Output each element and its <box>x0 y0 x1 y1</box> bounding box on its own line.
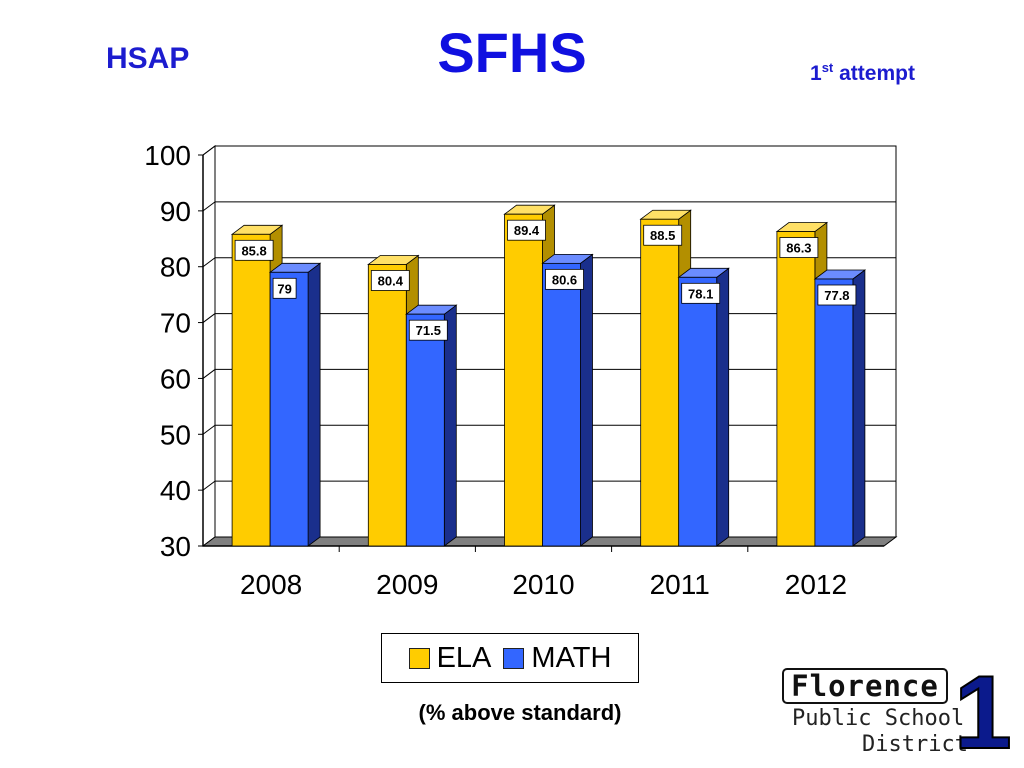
x-tick-label: 2012 <box>785 569 847 600</box>
data-label-box-math <box>408 319 448 341</box>
x-tick-label: 2009 <box>376 569 438 600</box>
y-tick-label: 50 <box>160 419 191 450</box>
bar-ela <box>504 213 543 547</box>
legend-label-ela: ELA <box>436 641 492 674</box>
data-label-math: 78.1 <box>688 286 713 301</box>
data-label-box-ela <box>370 270 410 291</box>
bar-side-math <box>580 253 593 547</box>
bar-ela <box>231 233 271 547</box>
bar-side-math <box>307 262 321 547</box>
data-label-ela: 85.8 <box>241 243 266 258</box>
bar-math <box>678 276 718 547</box>
y-tick-label: 80 <box>160 252 191 283</box>
y-tick-label: 40 <box>160 475 191 506</box>
chart-legend: ELA MATH <box>381 633 639 683</box>
data-label-box-ela <box>643 224 683 246</box>
gridline-diagonal <box>202 145 216 156</box>
bar-ela <box>367 264 407 547</box>
x-tick-label: 2008 <box>240 569 302 600</box>
gridline-diagonal <box>202 201 216 212</box>
units-footnote: (% above standard) <box>418 700 622 725</box>
gridline-diagonal <box>202 424 216 435</box>
subject-label: HSAP <box>106 42 190 75</box>
svg-text:1: 1 <box>954 658 1012 758</box>
data-label-ela: 88.5 <box>650 228 675 243</box>
data-label-math: 80.6 <box>552 272 577 287</box>
bar-ela <box>640 218 680 547</box>
attempt-word: attempt <box>839 62 915 85</box>
data-label-math: 77.8 <box>824 288 849 303</box>
gridline-diagonal <box>202 257 216 268</box>
y-tick-label: 60 <box>160 363 191 394</box>
logo-line-2: District <box>862 732 968 757</box>
bar-side-math <box>716 267 730 547</box>
y-tick-label: 100 <box>144 140 191 171</box>
logo-number-one: 1 <box>953 658 1013 758</box>
gridline-diagonal <box>202 480 216 491</box>
bar-math <box>405 313 445 547</box>
attempt-number: 1 <box>810 62 822 85</box>
legend-label-math: MATH <box>531 641 612 674</box>
data-label-math: 79 <box>277 281 291 296</box>
attempt-suffix: st <box>821 60 834 75</box>
data-label-box-ela <box>234 239 274 261</box>
gridline-diagonal <box>202 369 216 379</box>
district-logo: Florence Public School District 1 <box>782 658 1016 760</box>
page-title: SFHS <box>437 21 587 84</box>
data-label-box-math <box>681 282 721 304</box>
data-label-ela: 89.4 <box>514 223 540 238</box>
bar-side-math <box>443 304 457 547</box>
attempt-label: 1st attempt <box>810 60 915 86</box>
x-tick-label: 2011 <box>650 569 710 600</box>
data-label-box-ela <box>779 237 819 258</box>
data-label-math: 71.5 <box>416 323 441 338</box>
y-tick-label: 30 <box>160 531 191 562</box>
bar-math <box>269 271 309 547</box>
data-label-box-math <box>272 277 297 299</box>
legend-item-ela: ELA <box>408 641 492 675</box>
data-label-box-math <box>817 284 857 306</box>
x-tick-label: 2010 <box>512 569 574 600</box>
y-tick-label: 90 <box>160 196 191 227</box>
bar-math <box>814 278 854 547</box>
data-label-box-math <box>545 268 584 290</box>
bar-ela <box>776 231 816 547</box>
bar-chart: 30 40 50 60 70 80 90 100 2008 85.8 79 2009 80.4 71.5 2… <box>144 140 898 600</box>
legend-swatch-ela <box>408 647 430 669</box>
data-label-ela: 86.3 <box>786 241 811 256</box>
legend-item-math: MATH <box>503 642 611 675</box>
y-tick-label: 70 <box>160 308 191 339</box>
logo-line-1: Public School <box>792 706 965 731</box>
bar-math <box>542 262 581 547</box>
bar-side-math <box>852 269 866 547</box>
data-label-box-ela <box>507 219 546 241</box>
legend-swatch-math <box>503 647 525 669</box>
data-label-ela: 80.4 <box>378 273 404 288</box>
gridline-diagonal <box>202 313 216 323</box>
logo-wordmark: Florence <box>782 668 948 704</box>
